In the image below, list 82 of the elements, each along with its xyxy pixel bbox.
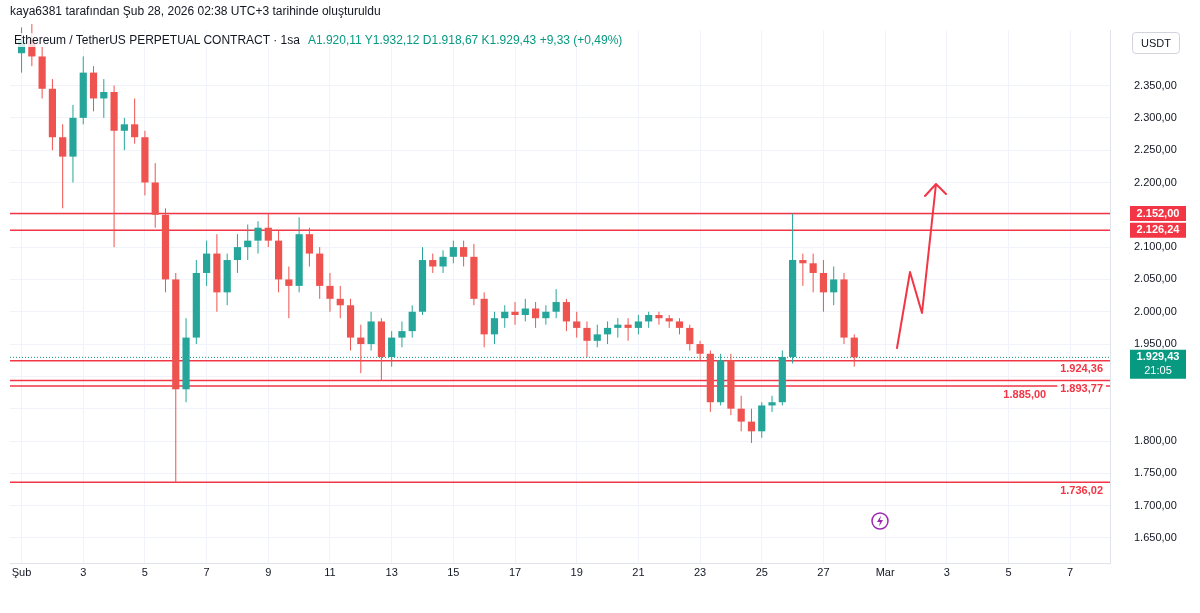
- candlestick: [398, 320, 406, 348]
- candlestick: [593, 324, 601, 348]
- ref-line-label: 1.736,02: [1060, 483, 1103, 496]
- ref-line-label: 2.126,24: [1136, 223, 1181, 236]
- candlestick: [439, 249, 447, 274]
- candlestick: [460, 240, 468, 267]
- candlestick: [830, 266, 838, 306]
- x-tick-label: Mar: [875, 566, 895, 579]
- candlestick: [562, 298, 571, 332]
- candlestick: [233, 233, 242, 274]
- y-tick-label: 1.950,00: [1134, 337, 1177, 350]
- x-tick-label: 15: [447, 566, 460, 579]
- candlestick: [305, 227, 314, 267]
- x-tick-label: 11: [324, 566, 336, 579]
- candlestick: [120, 117, 128, 151]
- candlestick: [408, 304, 416, 339]
- candlestick: [531, 301, 540, 329]
- x-tick-label: 17: [508, 566, 522, 579]
- y-tick-label: 1.650,00: [1134, 530, 1177, 543]
- y-axis-title: USDT: [1132, 32, 1180, 54]
- y-tick-label: 2.000,00: [1134, 304, 1177, 317]
- candlestick: [131, 97, 139, 145]
- candlestick: [59, 123, 67, 209]
- candlestick: [819, 259, 828, 313]
- y-tick-label: 1.800,00: [1134, 434, 1177, 447]
- text: kaya6381 tarafından Şub 28, 2026 02:38 UTC+3 tarihinde oluşturuldu: [10, 4, 381, 18]
- x-tick-label: 3: [943, 566, 950, 579]
- ref-line-label: 1.893,77: [1060, 381, 1103, 394]
- candlestick: [747, 408, 756, 444]
- candlestick: [799, 253, 807, 287]
- x-tick-label: 23: [693, 566, 707, 579]
- ref-line-label: 1.929,43: [1136, 350, 1180, 363]
- candlestick: [583, 320, 591, 358]
- candlestick: [367, 311, 375, 352]
- ref-line-label: 1.885,00: [1003, 387, 1047, 400]
- y-tick-label: 2.200,00: [1134, 175, 1177, 188]
- x-tick-label: 19: [570, 566, 583, 579]
- y-tick-label: 2.100,00: [1134, 240, 1177, 253]
- x-tick-label: 7: [203, 566, 210, 579]
- candlestick: [429, 253, 437, 274]
- candlestick: [696, 340, 704, 361]
- x-tick-label: 25: [755, 566, 768, 579]
- candlestick: [490, 311, 499, 345]
- candlestick: [809, 253, 817, 293]
- candlestick: [552, 288, 560, 319]
- x-tick-label: Şub: [11, 566, 32, 579]
- candlestick: [634, 314, 642, 335]
- x-tick-label: 21: [632, 566, 645, 579]
- text: 21:05: [1144, 364, 1172, 377]
- candlestick: [768, 395, 776, 413]
- y-tick-label: 2.050,00: [1134, 272, 1177, 285]
- y-tick-label: 1.750,00: [1134, 466, 1177, 479]
- x-tick-label: 5: [1005, 566, 1012, 579]
- candlestick: [511, 301, 519, 326]
- y-tick-label: 2.250,00: [1134, 143, 1177, 156]
- candlestick: [686, 324, 694, 352]
- candlestick: [285, 266, 293, 319]
- candlestick: [203, 240, 211, 287]
- x-tick-label: 27: [817, 566, 830, 579]
- candlestick: [573, 311, 581, 339]
- y-tick-label: 2.300,00: [1134, 110, 1177, 123]
- x-tick-label: 5: [141, 566, 148, 579]
- candlestick: [264, 213, 272, 248]
- y-tick-label: 2.350,00: [1134, 78, 1177, 91]
- candlestick: [449, 240, 457, 264]
- candlestick: [388, 330, 396, 368]
- candlestick: [655, 311, 663, 326]
- y-tick-label: 1.700,00: [1134, 498, 1177, 511]
- x-tick-label: 9: [265, 566, 272, 579]
- chart-title: Ethereum / TetherUS PERPETUAL CONTRACT · 1sa: [14, 33, 300, 47]
- ref-line-label: 2.152,00: [1136, 206, 1180, 219]
- candlestick: [624, 317, 632, 342]
- candlestick: [326, 272, 334, 313]
- x-tick-label: 13: [385, 566, 398, 579]
- candlestick: [850, 333, 858, 368]
- ref-line-label: 1.924,36: [1060, 362, 1103, 375]
- x-tick-label: 3: [80, 566, 87, 579]
- x-tick-label: 7: [1067, 566, 1074, 579]
- candlestick: [254, 220, 262, 255]
- chart-subtitle: A1.920,11 Y1.932,12 D1.918,67 K1.929,43 +9,33 (+0,49%): [307, 33, 623, 47]
- candlestick: [614, 317, 622, 339]
- candlestick: [737, 395, 745, 432]
